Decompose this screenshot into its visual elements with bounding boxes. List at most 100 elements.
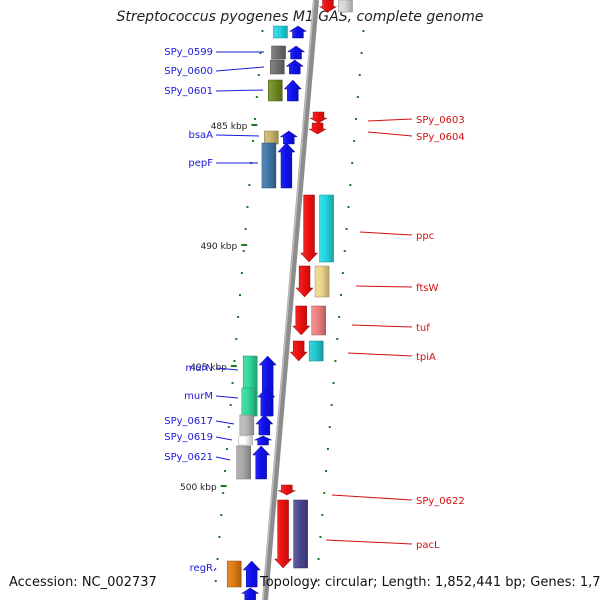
gene-spy-0604-arrow[interactable] <box>308 122 328 135</box>
guide-dot <box>216 558 219 560</box>
guide-dot <box>341 272 344 274</box>
gene-spy-0621-arrow[interactable] <box>252 445 271 480</box>
gene-regr-arrow[interactable] <box>242 560 261 588</box>
ruler-label: 500 kbp <box>180 483 217 493</box>
guide-dot <box>343 250 346 252</box>
gene-murm-leader <box>215 395 239 399</box>
gene-pepf-block[interactable] <box>261 142 277 189</box>
gene-pepf-arrow[interactable] <box>277 142 296 189</box>
guide-dot <box>255 96 258 98</box>
gene-fragment-arrow[interactable] <box>288 25 308 39</box>
gene-spy-0601-arrow[interactable] <box>283 79 302 102</box>
guide-dot <box>325 470 328 472</box>
gene-tpia-label[interactable]: tpiA <box>416 352 436 363</box>
gene-ftsw-block[interactable] <box>314 265 330 298</box>
gene-spy-0619-label[interactable]: SPy_0619 <box>164 432 213 443</box>
gene-spy-0622-arrow[interactable] <box>278 484 296 496</box>
gene-spy-0604-label[interactable]: SPy_0604 <box>416 132 465 143</box>
gene-spy-0599-label[interactable]: SPy_0599 <box>164 47 213 58</box>
gene-spy-0600-arrow[interactable] <box>285 59 305 75</box>
guide-dot <box>244 228 247 230</box>
guide-dot <box>340 294 343 296</box>
gene-spy-0601-leader <box>215 89 264 92</box>
gene-spy-0622-leader <box>331 494 413 501</box>
gene-pepf-label[interactable]: pepF <box>188 158 213 169</box>
gene-spy-0603-leader <box>367 118 413 122</box>
gene-spy-0621-block[interactable] <box>236 445 251 480</box>
gene-pacl-label[interactable]: pacL <box>416 540 440 551</box>
gene-spy-0619-arrow[interactable] <box>254 435 272 446</box>
gene-spy-0599-arrow[interactable] <box>286 45 306 60</box>
guide-dot <box>237 316 240 318</box>
gene-spy-0617-arrow[interactable] <box>255 414 274 436</box>
gene-bsaa-block[interactable] <box>264 130 279 145</box>
gene-bsaa-label[interactable]: bsaA <box>188 130 213 141</box>
gene-murn-label[interactable]: murN <box>185 363 213 374</box>
genome-backbone-highlight <box>262 0 315 600</box>
ruler-label: 495 kbp <box>190 363 227 373</box>
gene-spy-0600-label[interactable]: SPy_0600 <box>164 66 213 77</box>
guide-dot <box>259 52 262 54</box>
guide-dot <box>224 470 227 472</box>
gene-spy-0603-label[interactable]: SPy_0603 <box>416 115 465 126</box>
gene-fragment-arrow[interactable] <box>240 587 260 600</box>
gene-fragment-block[interactable] <box>338 0 353 13</box>
gene-spy-0617-block[interactable] <box>239 414 255 436</box>
gene-ppc-label[interactable]: ppc <box>416 231 434 242</box>
guide-dot <box>239 294 242 296</box>
guide-dot <box>253 118 256 120</box>
guide-dot <box>349 184 352 186</box>
guide-dot <box>338 316 341 318</box>
guide-dot <box>315 580 318 582</box>
gene-tpia-block[interactable] <box>308 340 324 362</box>
gene-tuf-arrow[interactable] <box>292 305 311 336</box>
guide-dot <box>233 360 236 362</box>
gene-ftsw-arrow[interactable] <box>295 265 314 298</box>
gene-spy-0617-label[interactable]: SPy_0617 <box>164 416 213 427</box>
guide-dot <box>358 74 361 76</box>
guide-dot <box>252 140 255 142</box>
gene-murm-arrow[interactable] <box>257 387 276 417</box>
gene-spy-0600-block[interactable] <box>270 59 285 75</box>
gene-fragment-arrow[interactable] <box>318 0 338 13</box>
ruler-label: 490 kbp <box>200 242 237 252</box>
guide-dot <box>225 448 228 450</box>
gene-spy-0599-block[interactable] <box>271 45 286 60</box>
guide-dot <box>248 184 251 186</box>
gene-spy-0621-label[interactable]: SPy_0621 <box>164 452 213 463</box>
gene-spy-0600-leader <box>215 66 265 72</box>
gene-ppc-block[interactable] <box>319 194 334 263</box>
gene-spy-0601-label[interactable]: SPy_0601 <box>164 86 213 97</box>
guide-dot <box>345 228 348 230</box>
gene-tpia-arrow[interactable] <box>289 340 308 362</box>
gene-murn-leader <box>215 367 239 371</box>
gene-pacl-block[interactable] <box>293 499 308 569</box>
guide-dot <box>330 404 333 406</box>
gene-spy-0603-arrow[interactable] <box>309 111 328 124</box>
guide-dot <box>354 118 357 120</box>
genome-summary-text: Topology: circular; Length: 1,852,441 bp… <box>260 575 600 590</box>
gene-fragment-block[interactable] <box>273 25 288 39</box>
genome-backbone <box>262 0 319 600</box>
accession-text: Accession: NC_002737 <box>9 575 157 590</box>
gene-ppc-arrow[interactable] <box>299 194 319 263</box>
guide-dot <box>347 206 350 208</box>
gene-murm-block[interactable] <box>241 387 257 417</box>
gene-tuf-label[interactable]: tuf <box>416 323 430 334</box>
gene-spy-0622-label[interactable]: SPy_0622 <box>416 496 465 507</box>
gene-pacl-arrow[interactable] <box>274 499 293 569</box>
gene-regr-block[interactable] <box>226 560 242 588</box>
gene-bsaa-arrow[interactable] <box>279 130 299 145</box>
gene-spy-0601-block[interactable] <box>268 79 283 102</box>
guide-dot <box>321 514 324 516</box>
guide-dot <box>246 206 249 208</box>
gene-spy-0619-block[interactable] <box>238 435 253 446</box>
gene-tuf-block[interactable] <box>311 305 327 336</box>
gene-murm-label[interactable]: murM <box>184 391 213 402</box>
guide-dot <box>351 162 354 164</box>
guide-dot <box>332 382 335 384</box>
gene-regr-label[interactable]: regR <box>190 563 213 574</box>
guide-dot <box>326 448 329 450</box>
gene-ftsw-label[interactable]: ftsW <box>416 283 438 294</box>
